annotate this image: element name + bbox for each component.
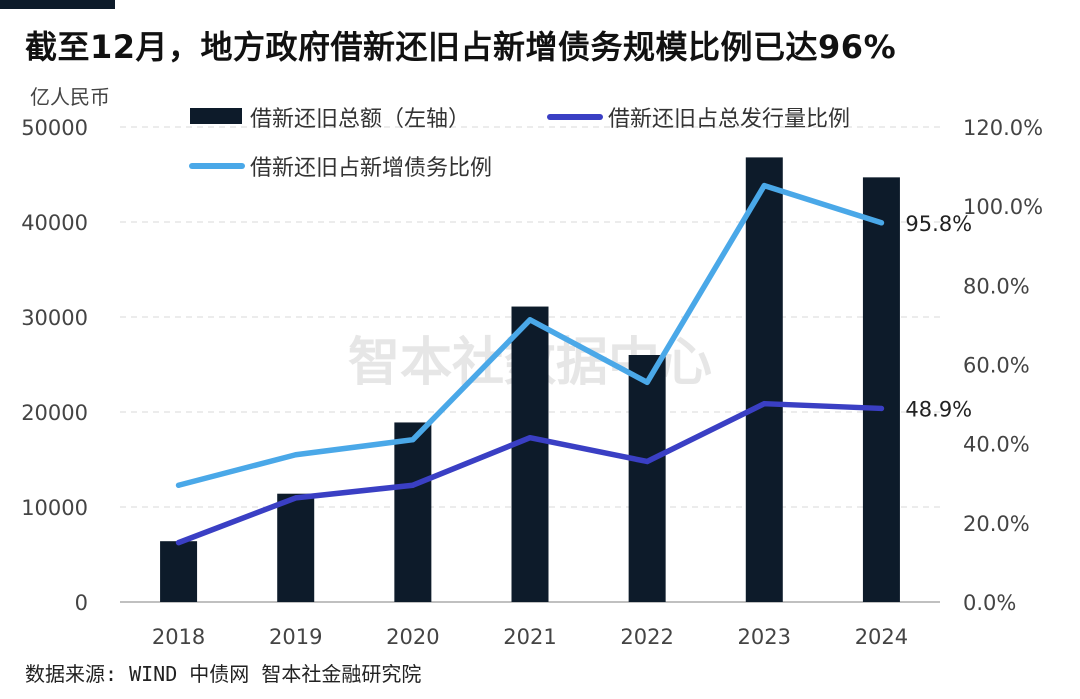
y-right-tick-label: 120.0% — [963, 116, 1043, 140]
series-point — [878, 405, 885, 412]
legend-label: 借新还旧占新增债务比例 — [250, 156, 492, 181]
series-point — [410, 437, 416, 443]
end-data-label: 48.9% — [905, 397, 972, 421]
y-right-tick-label: 20.0% — [963, 512, 1030, 536]
legend-label: 借新还旧总额（左轴） — [250, 107, 470, 132]
series-point — [878, 220, 885, 226]
y-right-tick-label: 0.0% — [963, 591, 1016, 615]
x-tick-label: 2023 — [738, 625, 791, 649]
chart: 智本社数据中心 95.8%48.9% 亿人民币 0100002000030000… — [21, 85, 1043, 649]
y-right-tick-label: 60.0% — [963, 354, 1030, 378]
legend-label: 借新还旧占总发行量比例 — [608, 107, 850, 132]
y-left-tick-label: 10000 — [21, 496, 88, 520]
series-point — [761, 401, 767, 407]
series-point — [293, 452, 299, 458]
y-left-tick-label: 50000 — [21, 116, 88, 140]
top-accent-bar — [0, 0, 115, 9]
x-tick-label: 2020 — [386, 625, 439, 649]
x-tick-label: 2022 — [620, 625, 673, 649]
y-left-unit-label: 亿人民币 — [30, 85, 110, 109]
source-note: 数据来源: WIND 中债网 智本社金融研究院 — [25, 662, 422, 686]
bar-2018 — [160, 541, 198, 602]
end-data-label: 95.8% — [905, 212, 972, 236]
line-layer: 95.8% 48.9% — [175, 182, 972, 546]
x-tick-label: 2019 — [269, 625, 322, 649]
series-point — [527, 317, 533, 323]
bar-2021 — [511, 306, 549, 602]
series-point — [175, 540, 182, 546]
bar-2020 — [394, 422, 432, 602]
series-point — [527, 435, 533, 441]
x-tick-label: 2024 — [855, 625, 908, 649]
bar-2019 — [277, 493, 315, 602]
series-point — [761, 182, 767, 189]
y-left-tick-label: 40000 — [21, 211, 88, 235]
y-left-tick-label: 30000 — [21, 306, 88, 330]
series-point — [175, 482, 182, 488]
y-left-tick-label: 20000 — [21, 401, 88, 425]
series-point — [644, 379, 650, 385]
bar-2022 — [628, 355, 666, 602]
bar-2023 — [745, 157, 783, 602]
series-point — [644, 458, 650, 465]
axis-layer: 亿人民币 0 10000 20000 30000 40000 50000 0.0% 20.0%… — [21, 85, 1043, 649]
y-right-tick-label: 40.0% — [963, 433, 1030, 457]
x-tick-label: 2018 — [152, 625, 205, 649]
bar-2024 — [862, 177, 900, 602]
chart-title: 截至12月，地方政府借新还旧占新增债务规模比例已达96% — [25, 28, 897, 66]
series-point — [410, 482, 416, 488]
legend-swatch-bar — [190, 108, 242, 124]
y-right-tick-label: 100.0% — [963, 195, 1043, 219]
bar-layer — [160, 157, 900, 602]
series-point — [293, 495, 299, 501]
y-right-tick-label: 80.0% — [963, 274, 1030, 298]
x-tick-label: 2021 — [503, 625, 556, 649]
y-left-tick-label: 0 — [75, 591, 88, 615]
